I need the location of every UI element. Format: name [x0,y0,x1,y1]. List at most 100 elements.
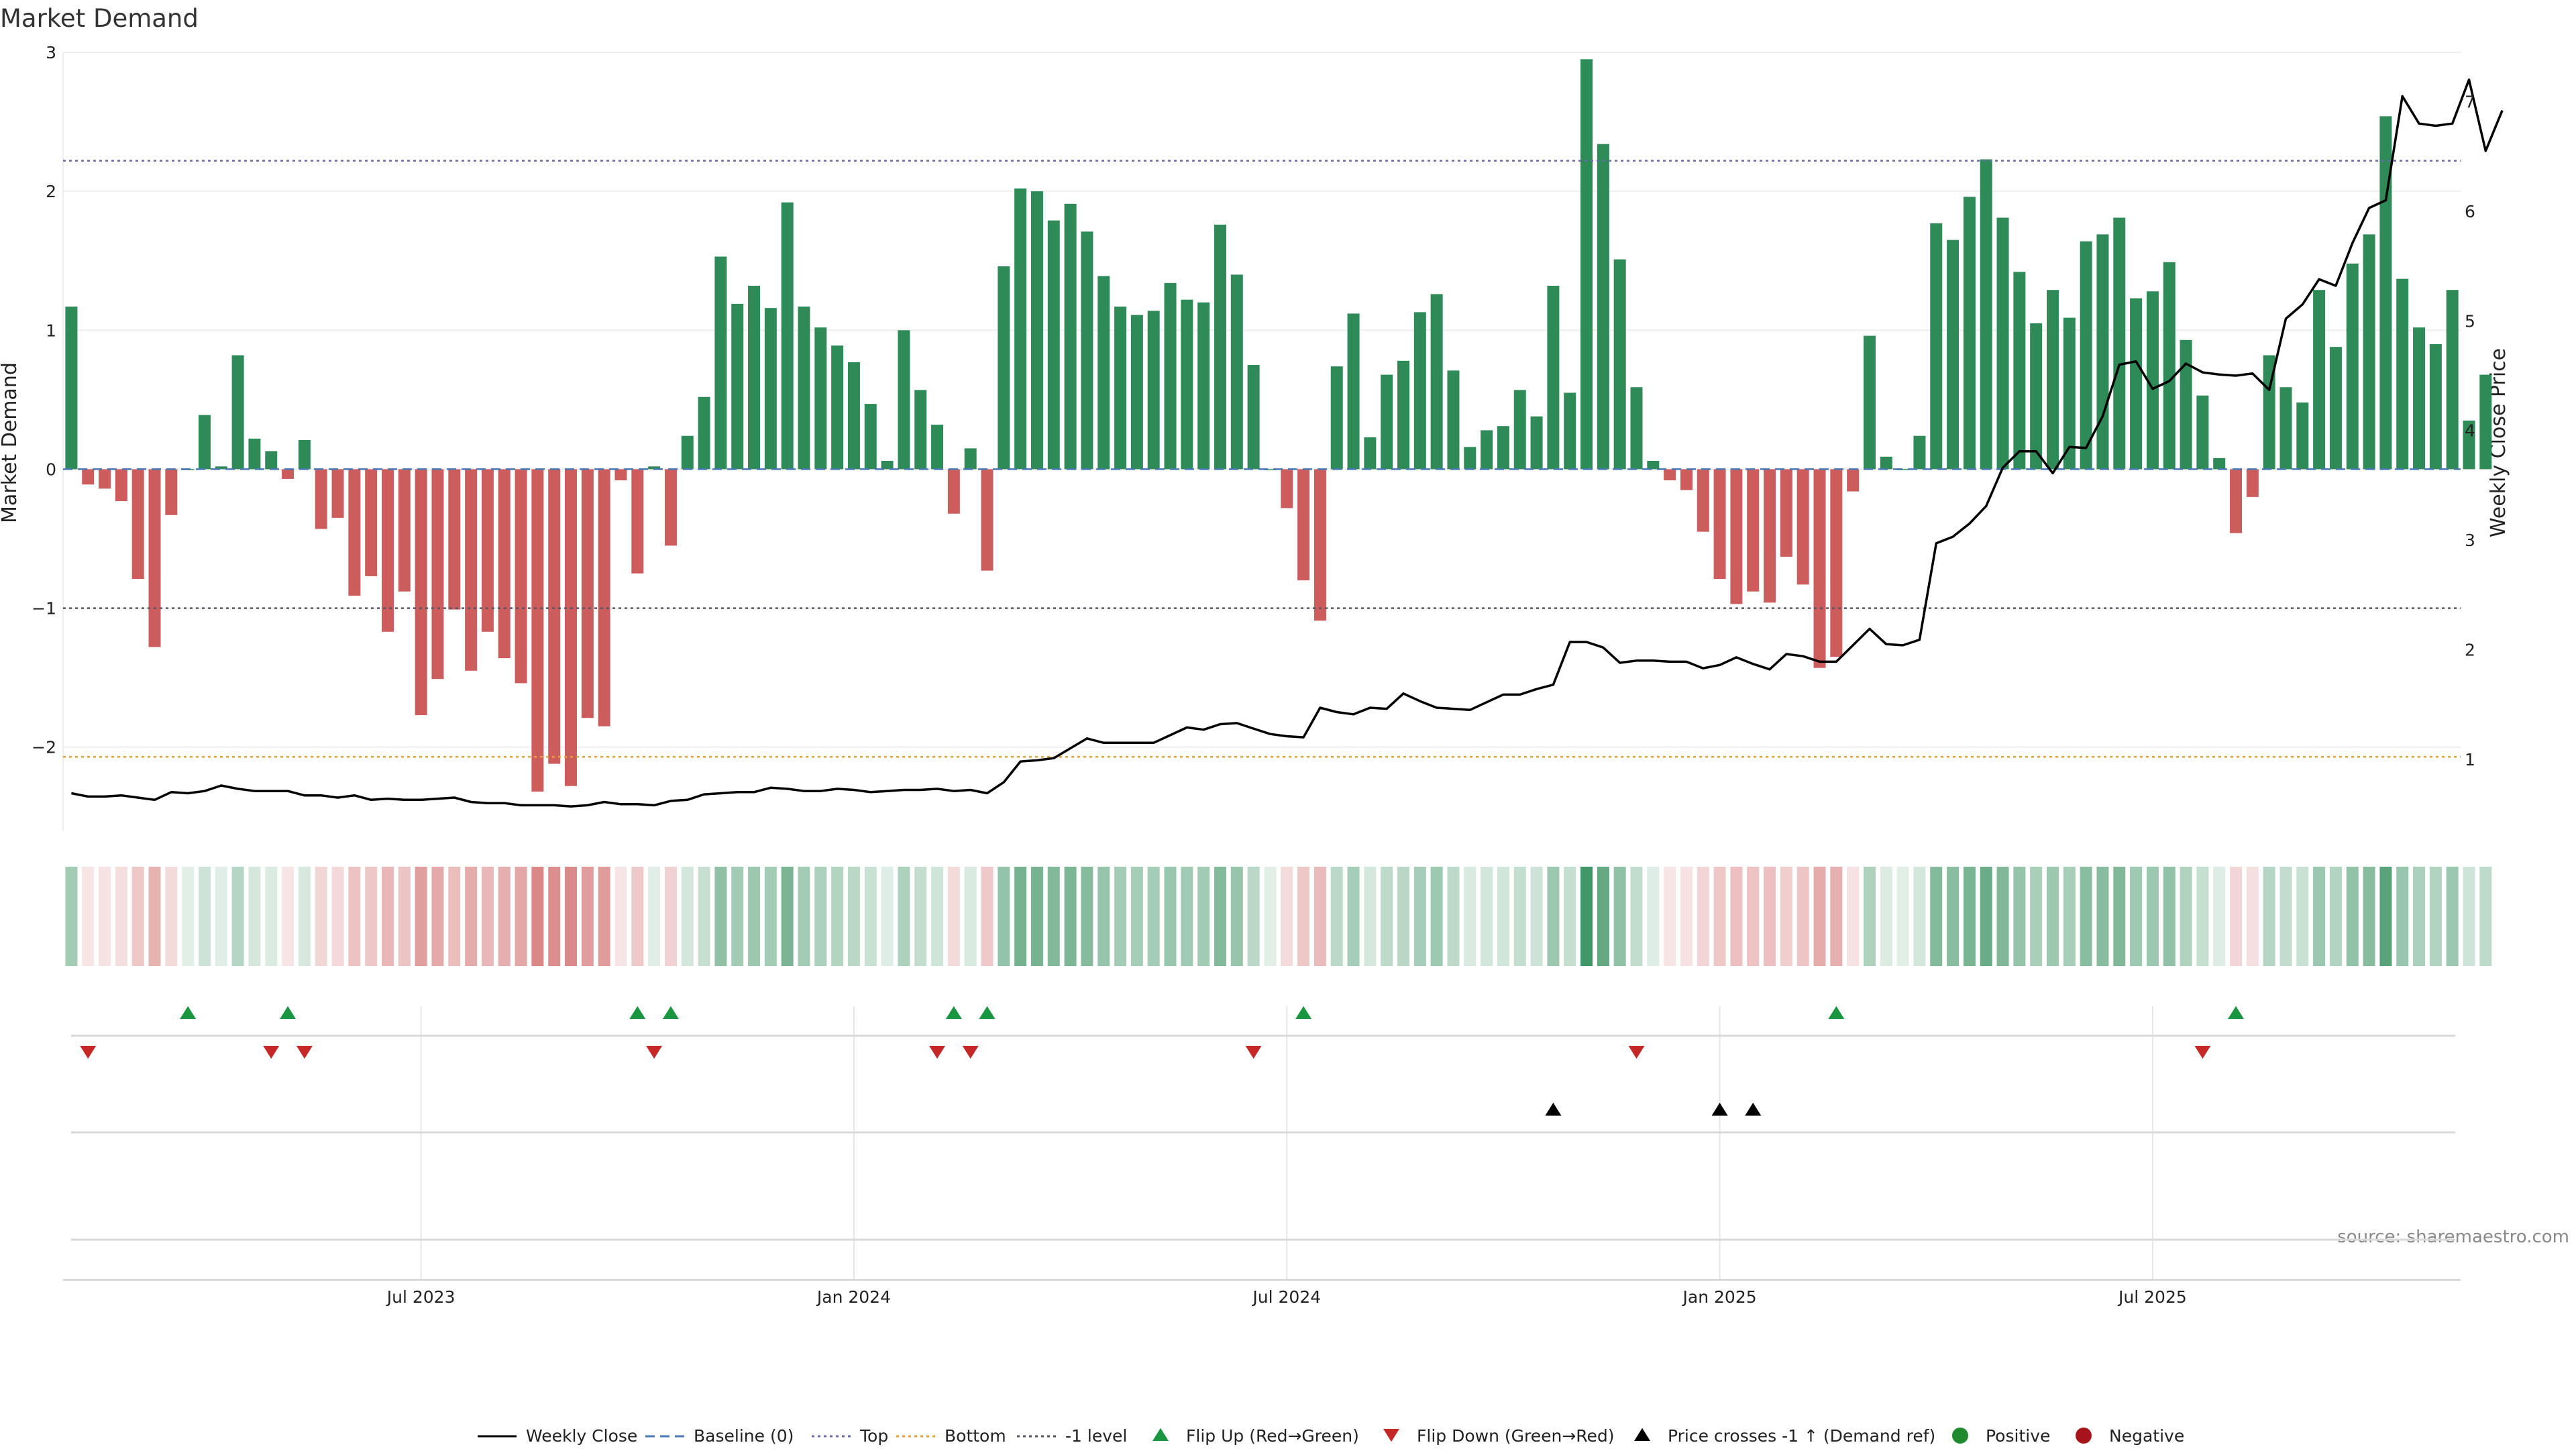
demand-bar [148,469,161,647]
demand-bar [1996,217,2009,470]
demand-bar [2113,217,2126,470]
heat-cell [2296,867,2309,966]
demand-bar [465,469,478,671]
heat-cell [1880,867,1892,966]
demand-bar [1580,59,1593,470]
heat-cell [664,867,677,966]
x-tick-label: Jul 2025 [2117,1287,2187,1307]
heat-cell [1863,867,1876,966]
heat-cell [2396,867,2409,966]
demand-bar [2096,234,2109,470]
x-tick-label: Jul 2023 [386,1287,455,1307]
heat-cell [381,867,394,966]
heat-cell [614,867,627,966]
demand-bar [764,308,777,470]
demand-bar [1147,311,1160,470]
demand-bar [1597,144,1609,470]
heat-cell [931,867,944,966]
demand-bar [1214,224,1226,470]
legend-label: Positive [1986,1426,2050,1446]
demand-bar [2429,344,2442,470]
demand-bar [2396,278,2409,470]
demand-bar [898,330,910,470]
demand-bar [2313,290,2326,470]
demand-bar [1014,189,1027,470]
demand-bar [814,327,827,470]
demand-bar [781,202,794,470]
demand-bar [2296,402,2309,470]
heat-cell [1147,867,1160,966]
demand-bar [1530,416,1543,470]
heat-cell [2379,867,2392,966]
demand-bar [1830,469,1843,657]
demand-bar [698,396,710,470]
demand-bar [415,469,427,716]
demand-bar [1447,370,1460,470]
demand-bar [2030,323,2043,470]
demand-bar [798,307,810,470]
heat-cell [1597,867,1609,966]
demand-heat-strip [65,867,2492,966]
heat-cell [1664,867,1676,966]
demand-bar [65,307,78,470]
flip-up-marker [629,1006,646,1019]
heat-cell [1813,867,1826,966]
heat-cell [864,867,877,966]
heat-cell [1530,867,1543,966]
flip-down-marker [2194,1046,2211,1059]
demand-bar [2413,327,2426,470]
heat-cell [648,867,661,966]
demand-bar [2463,420,2475,470]
heat-cell [598,867,610,966]
demand-bar [2479,374,2492,470]
y-tick-labels: 3 2 1 0 −1 −2 1 2 3 4 5 6 7 [32,43,2475,769]
demand-bar [1980,159,1992,470]
demand-bar [1264,469,1277,470]
heat-cell [847,867,860,966]
demand-bar [2180,339,2192,470]
flip-down-marker [929,1046,946,1059]
demand-bar [1064,203,1077,470]
demand-bar [2363,234,2375,470]
heat-cell [2063,867,2076,966]
demand-bar [298,439,311,470]
heat-cell [2046,867,2059,966]
demand-bar [981,469,994,571]
demand-bar [1047,220,1060,470]
heat-cell [1780,867,1792,966]
demand-bar [1547,286,1560,470]
demand-bar [831,345,844,470]
heat-cell [1181,867,1193,966]
left-y-tick-label: 0 [46,460,56,479]
demand-bar [598,469,610,727]
right-y-tick-label: 1 [2465,750,2475,769]
demand-bar [931,425,944,470]
demand-bar [1313,469,1326,621]
demand-bar [1347,313,1360,470]
heat-cell [1647,867,1660,966]
heat-cell [131,867,144,966]
demand-bar [714,256,727,470]
heat-cell [781,867,794,966]
heat-cell [1630,867,1643,966]
heat-cell [1447,867,1460,966]
demand-bar [964,448,977,470]
heat-cell [148,867,161,966]
x-tick-label: Jan 2024 [816,1287,891,1307]
demand-bar [82,469,95,485]
heat-cell [1381,867,1393,966]
x-tick-label: Jul 2024 [1251,1287,1321,1307]
heat-cell [2130,867,2143,966]
heat-cell [748,867,761,966]
demand-bar [1613,259,1626,470]
demand-bar [99,469,111,489]
heat-cell [1397,867,1410,966]
demand-bars [65,59,2492,792]
heat-cell [1081,867,1093,966]
heat-cell [1996,867,2009,966]
demand-bar [1930,223,1943,470]
heat-cell [1164,867,1177,966]
heat-cell [99,867,111,966]
heat-cell [998,867,1010,966]
